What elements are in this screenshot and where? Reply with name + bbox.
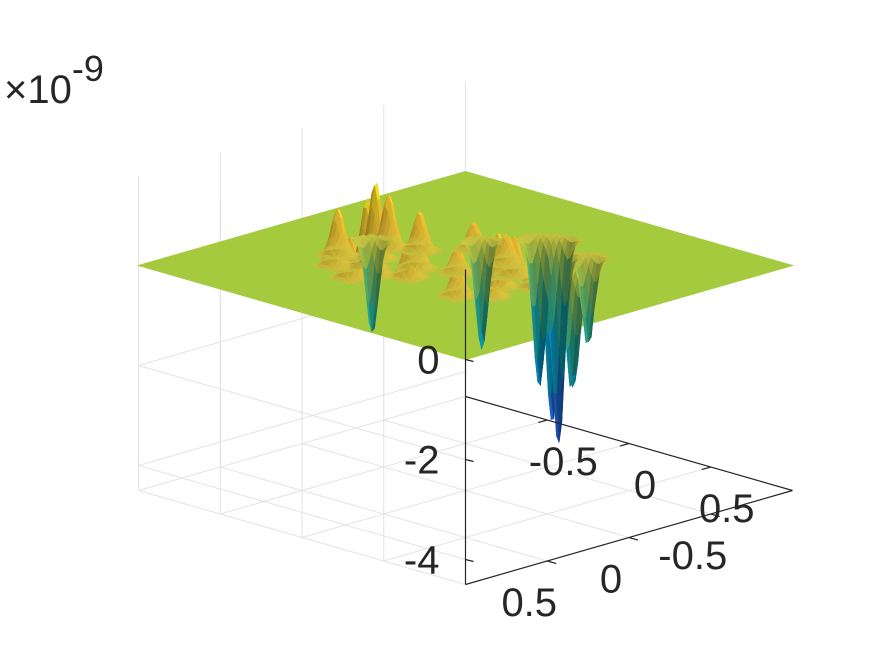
surface-cell <box>446 266 453 268</box>
x-tick <box>619 442 630 447</box>
surface-cell <box>542 232 550 237</box>
surface-cell <box>419 243 426 245</box>
z-tick-label: -4 <box>404 539 440 583</box>
surface-cell <box>465 290 471 292</box>
surface-cell <box>457 265 463 268</box>
z-multiplier-text: ×10 <box>4 68 72 112</box>
surface-cell <box>494 257 501 259</box>
floor-back-edge-1 <box>138 396 466 491</box>
surface-cell <box>561 233 568 238</box>
z-tick <box>465 458 474 463</box>
surface-cell <box>457 289 463 291</box>
backwall-grid-z <box>138 465 466 560</box>
surface-cell <box>414 243 421 245</box>
surface-cell <box>537 232 544 238</box>
surface-cell <box>342 248 348 250</box>
surface-cell <box>409 261 415 263</box>
surface-cell <box>582 252 590 258</box>
surface-cell <box>508 256 514 258</box>
surface-cell <box>419 261 426 264</box>
z-tick-label: 0 <box>417 339 439 383</box>
y-tick <box>547 560 557 565</box>
surface-cell <box>481 235 488 240</box>
z-tick <box>465 558 474 563</box>
surface-cell <box>401 262 407 265</box>
surface-cell <box>326 248 332 251</box>
surface-cell <box>497 278 504 281</box>
y-tick <box>710 513 720 518</box>
x-tick-label: 0 <box>634 464 656 508</box>
x-tick <box>538 419 548 424</box>
surface-cell <box>376 234 384 239</box>
tick-labels: 0-2-40.50-0.5-0.500.5 <box>404 339 755 626</box>
surface-cell <box>444 290 450 292</box>
surface-cell <box>467 236 475 240</box>
surface-cell <box>334 248 340 250</box>
surface-cell <box>488 236 496 240</box>
surface-cell <box>550 233 558 239</box>
x-tick-label: -0.5 <box>529 440 598 484</box>
sidewall-grid-z <box>138 371 466 466</box>
x-tick <box>701 466 711 471</box>
surface-cell <box>516 268 522 270</box>
surface-cell <box>452 289 458 291</box>
surface-cell <box>345 270 351 273</box>
surface-plot <box>136 170 795 443</box>
surface-cell <box>462 266 469 268</box>
z-tick <box>465 358 474 363</box>
surface-cell <box>368 233 376 238</box>
surface-cell <box>556 233 563 239</box>
axes-lines <box>464 269 793 586</box>
y-tick-label: 0 <box>600 558 622 602</box>
z-multiplier-exponent: -9 <box>72 48 104 89</box>
surface-cell <box>502 256 509 258</box>
surface-cell <box>452 265 458 268</box>
surface-cell <box>521 281 528 284</box>
surface-cell <box>531 232 539 238</box>
floor-back-edge-2 <box>138 490 466 585</box>
z-multiplier: ×10-9 <box>4 48 104 112</box>
y-tick-label: 0.5 <box>501 581 557 625</box>
floor-grid-y <box>383 419 711 515</box>
surface-cell <box>492 278 498 281</box>
y-tick-label: -0.5 <box>658 534 727 578</box>
surface-cell <box>502 268 509 271</box>
surface-cell <box>593 252 600 256</box>
surface-cell <box>523 233 531 237</box>
x-tick-label: 0.5 <box>699 487 755 531</box>
surface-cell <box>414 260 421 263</box>
surface-cell <box>360 234 368 239</box>
surface-cell <box>475 235 483 239</box>
y-tick <box>628 536 639 541</box>
surface-cell <box>588 252 595 258</box>
surface-cell <box>337 271 343 274</box>
z-tick-label: -2 <box>404 439 440 483</box>
surface-cell <box>406 244 413 246</box>
